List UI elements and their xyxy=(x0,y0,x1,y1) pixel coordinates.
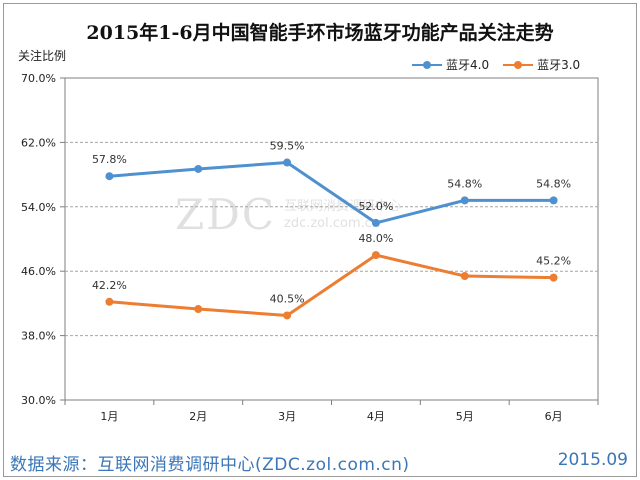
data-point xyxy=(105,297,114,306)
x-tick-label: 3月 xyxy=(278,410,296,423)
y-tick-label: 70.0% xyxy=(21,72,56,85)
y-axis-title: 关注比例 xyxy=(18,49,67,63)
x-tick-label: 6月 xyxy=(545,410,563,423)
footer-source: 数据来源：互联网消费调研中心(ZDC.zol.com.cn) xyxy=(10,455,410,475)
footer-date: 2015.09 xyxy=(557,450,628,470)
legend-swatch-bt30 xyxy=(503,60,534,70)
data-point xyxy=(549,196,558,205)
series-line-bt30 xyxy=(109,253,554,317)
data-point xyxy=(460,272,469,281)
legend-swatch-bt40 xyxy=(412,60,442,70)
legend-item-bt40: 蓝牙4.0 xyxy=(412,56,489,73)
y-tick-label: 38.0% xyxy=(21,330,56,343)
data-point xyxy=(194,164,203,173)
data-label: 45.2% xyxy=(536,255,571,268)
x-tick-label: 1月 xyxy=(100,410,118,423)
data-point xyxy=(283,311,292,320)
chart-frame xyxy=(3,3,637,477)
legend: 蓝牙4.0 蓝牙3.0 xyxy=(412,56,580,73)
data-label: 48.0% xyxy=(358,232,393,245)
legend-label-bt40: 蓝牙4.0 xyxy=(446,58,490,72)
data-label: 54.8% xyxy=(447,177,482,190)
plot-area xyxy=(64,77,599,401)
y-tick-label: 46.0% xyxy=(21,265,56,278)
data-point xyxy=(194,305,203,314)
x-tick-label: 4月 xyxy=(367,410,385,423)
data-point xyxy=(460,196,469,205)
data-label: 59.5% xyxy=(270,140,305,153)
y-tick-label: 54.0% xyxy=(21,201,56,214)
data-point xyxy=(549,273,558,282)
data-point xyxy=(283,158,292,167)
data-point xyxy=(105,172,114,181)
chart-title: 2015年1-6月中国智能手环市场蓝牙功能产品关注走势 xyxy=(86,22,554,44)
x-tick-label: 5月 xyxy=(456,410,474,423)
data-label: 40.5% xyxy=(270,292,305,305)
legend-item-bt30: 蓝牙3.0 xyxy=(503,56,580,73)
data-label: 52.0% xyxy=(358,200,393,213)
y-tick-label: 30.0% xyxy=(21,394,56,407)
data-label: 42.2% xyxy=(92,279,127,292)
x-tick-label: 2月 xyxy=(189,410,207,423)
y-tick-label: 62.0% xyxy=(21,136,56,149)
legend-label-bt30: 蓝牙3.0 xyxy=(537,58,581,72)
data-point xyxy=(371,251,380,260)
series-line-bt40 xyxy=(109,161,554,225)
data-label: 57.8% xyxy=(92,153,127,166)
data-label: 54.8% xyxy=(536,177,571,190)
data-point xyxy=(371,218,380,227)
